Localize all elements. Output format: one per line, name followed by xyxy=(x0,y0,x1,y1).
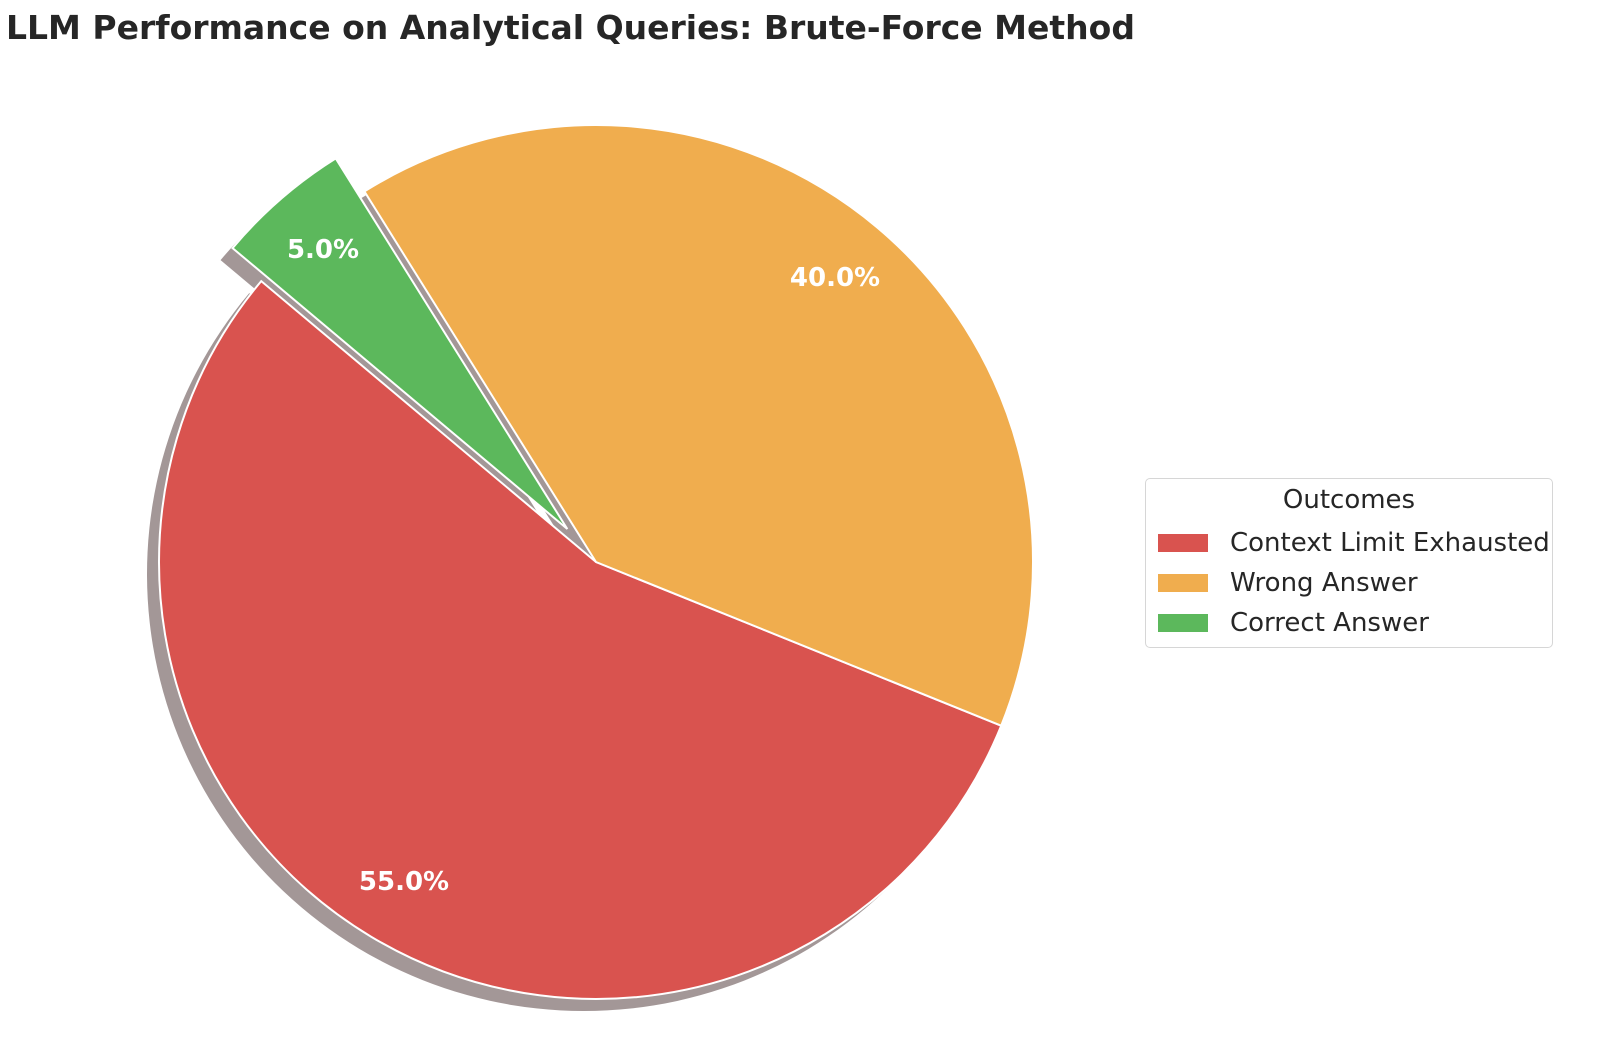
legend-swatch xyxy=(1158,534,1208,552)
slice-context-limit xyxy=(158,279,1003,1000)
label-correct-answer: 5.0% xyxy=(287,235,359,265)
chart-title: LLM Performance on Analytical Queries: B… xyxy=(6,8,1135,47)
label-context-limit: 55.0% xyxy=(359,867,449,897)
legend-swatch xyxy=(1158,574,1208,592)
legend-title: Outcomes xyxy=(1282,485,1416,515)
pie-labels: 55.0% 40.0% 5.0% xyxy=(287,235,880,897)
slice-wrong-answer xyxy=(363,124,1034,728)
slice-correct-answer xyxy=(231,157,569,530)
label-wrong-answer: 40.0% xyxy=(790,263,880,293)
legend-item-context-limit: Context Limit Exhausted xyxy=(1158,528,1550,558)
legend-item-wrong-answer: Wrong Answer xyxy=(1158,568,1418,598)
legend: Outcomes Context Limit Exhausted Wrong A… xyxy=(1145,478,1553,648)
legend-item-correct-answer: Correct Answer xyxy=(1158,608,1429,638)
legend-swatch xyxy=(1158,614,1208,632)
